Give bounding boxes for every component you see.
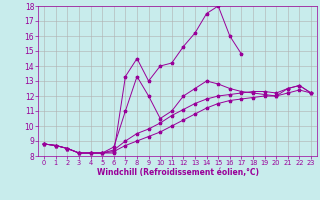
X-axis label: Windchill (Refroidissement éolien,°C): Windchill (Refroidissement éolien,°C) bbox=[97, 168, 259, 177]
